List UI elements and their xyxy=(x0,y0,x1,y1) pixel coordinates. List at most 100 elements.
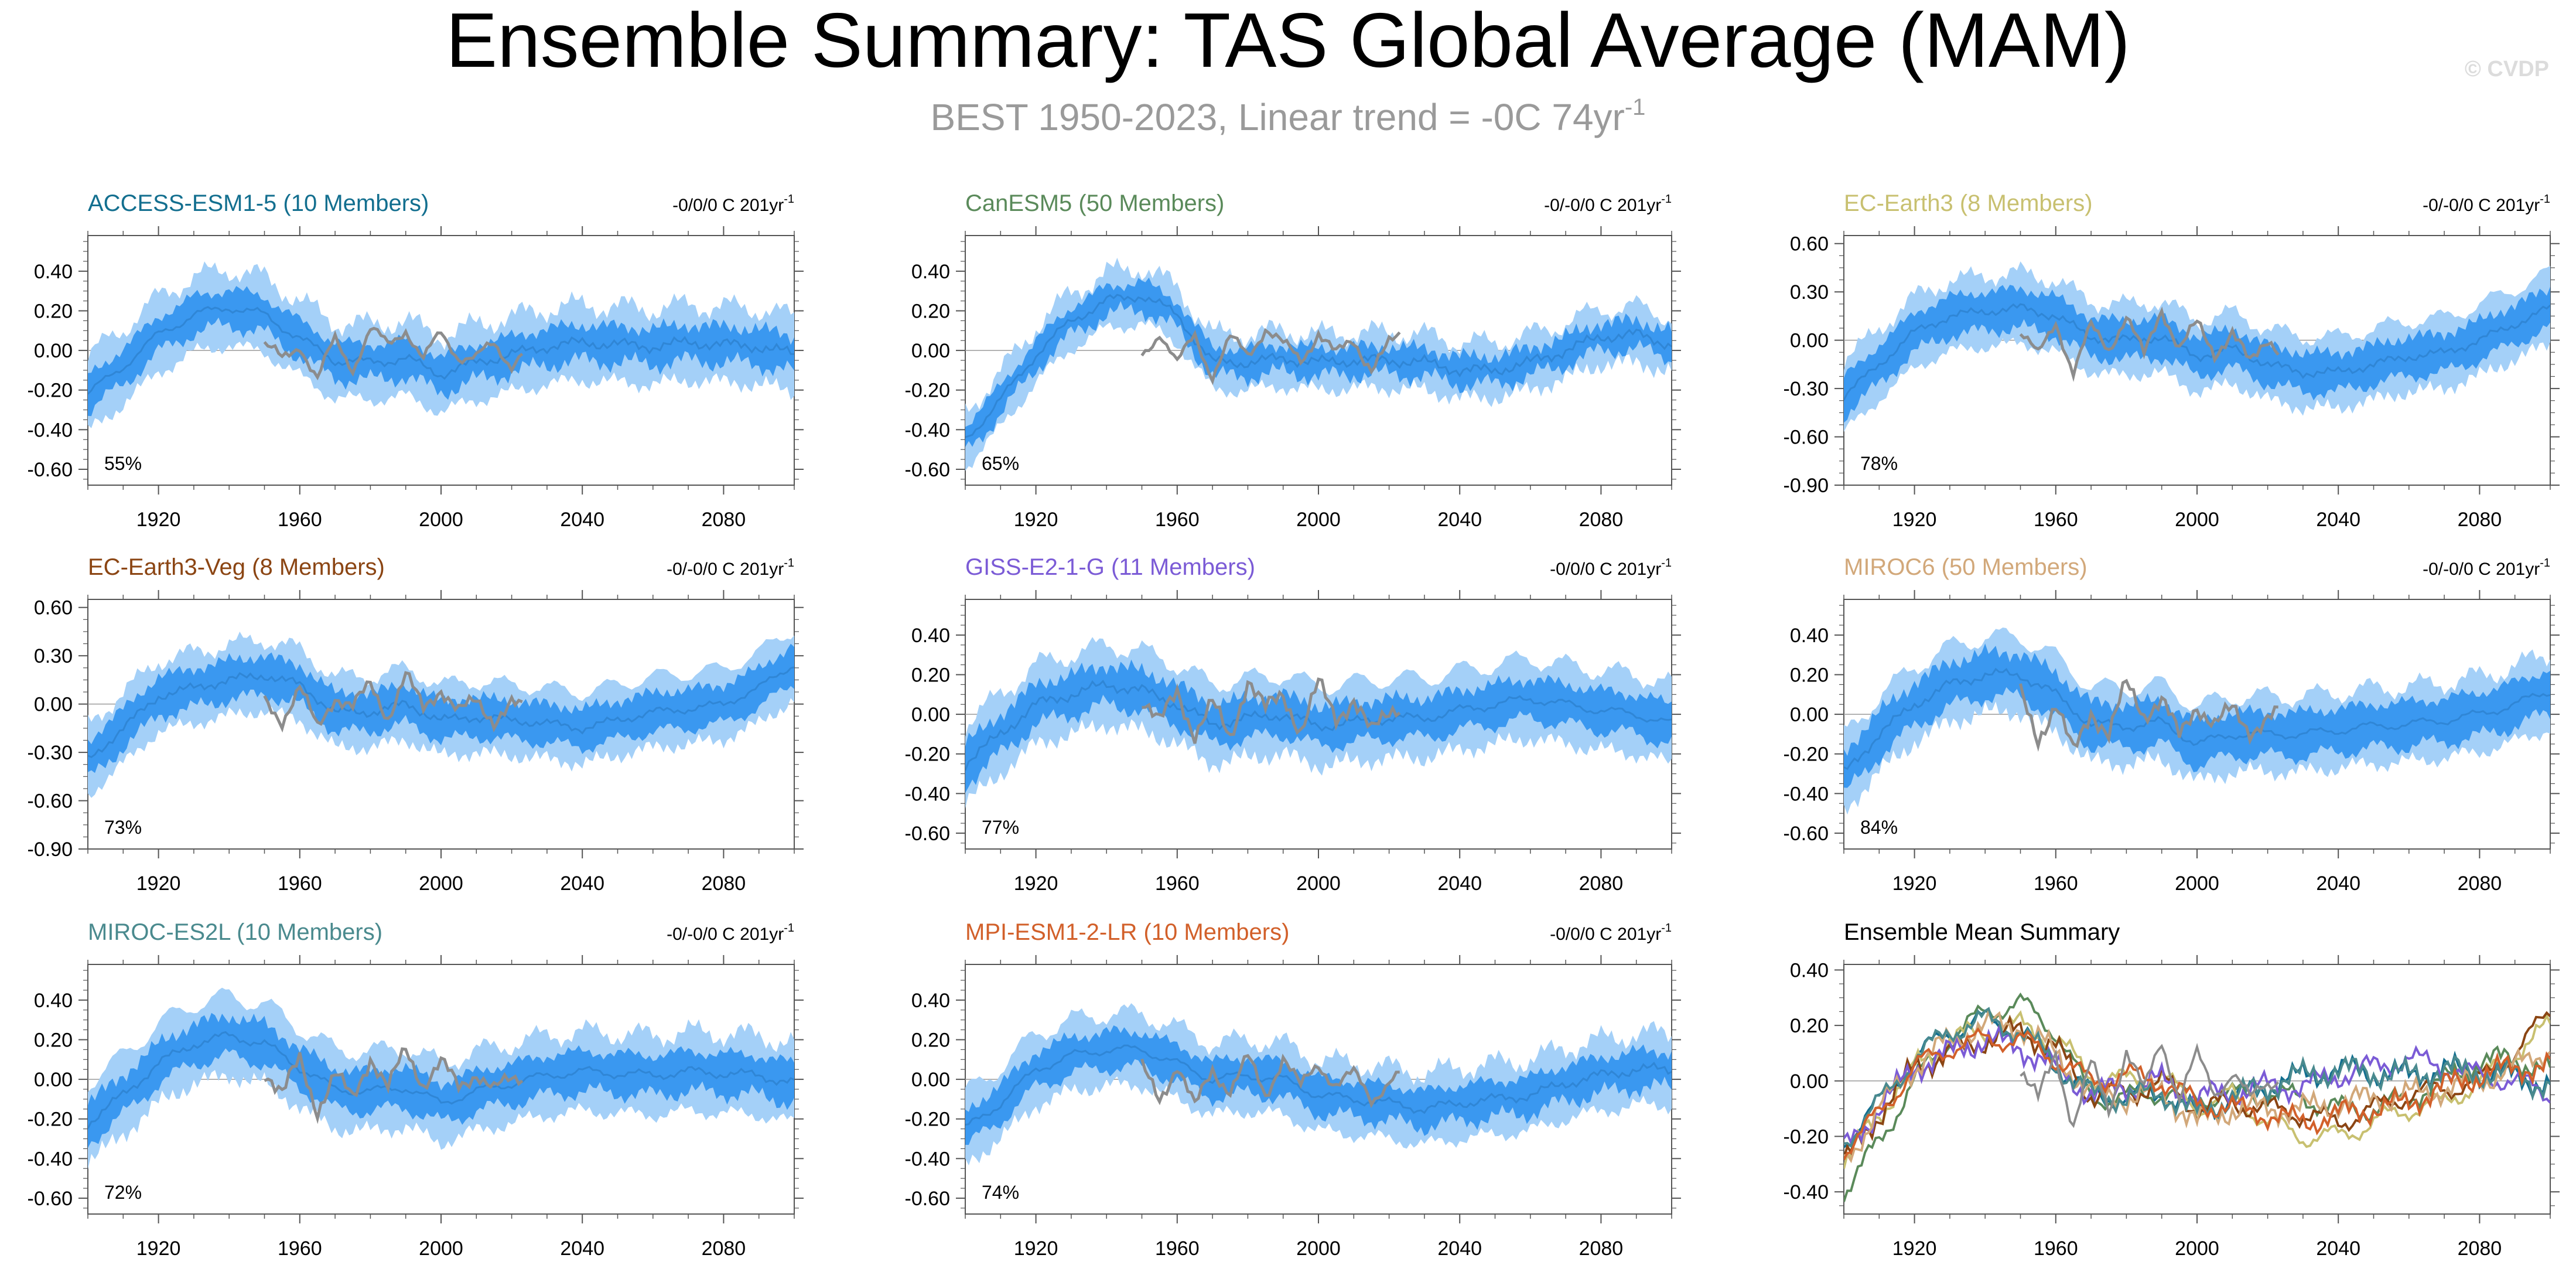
x-tick-label: 1960 xyxy=(2034,509,2078,531)
panel-ensemble-mean-summary: Ensemble Mean Summary 1920 1960 2000 2040 208… xyxy=(1784,919,2560,1260)
x-tick-label: 2080 xyxy=(1579,509,1624,531)
x-tick-label: 2040 xyxy=(560,1237,604,1260)
x-tick-label: 1920 xyxy=(1014,1237,1058,1260)
panel-trend-label: -0/0/0 C 201yr-1 xyxy=(672,193,794,215)
observations-line xyxy=(1140,1053,1400,1109)
ensemble-mean-line xyxy=(965,680,1672,771)
y-tick-label: 0.00 xyxy=(1790,1070,1829,1093)
percent-label: 55% xyxy=(104,453,142,474)
x-tick-label: 2040 xyxy=(2316,1237,2360,1260)
y-tick-label: 0.40 xyxy=(34,990,73,1012)
x-tick-label: 2040 xyxy=(1437,1237,1482,1260)
panel-miroc-es2l: MIROC-ES2L (10 Members) -0/-0/0 C 201yr-1… xyxy=(28,919,804,1260)
x-tick-label: 1920 xyxy=(136,872,181,895)
y-tick-label: 0.30 xyxy=(34,645,73,667)
inner-spread-band xyxy=(965,277,1672,447)
x-tick-label: 2040 xyxy=(560,872,604,895)
x-tick-label: 2080 xyxy=(1579,1237,1624,1260)
panel-title: ACCESS-ESM1-5 (10 Members) xyxy=(88,190,429,216)
panel-miroc6: MIROC6 (50 Members) -0/-0/0 C 201yr-1 1920… xyxy=(1784,554,2560,895)
plot-area xyxy=(1844,992,2550,1202)
ensemble-mean-line xyxy=(88,1031,794,1129)
percent-label: 84% xyxy=(1860,817,1898,838)
panel-trend-label: -0/-0/0 C 201yr-1 xyxy=(2423,193,2550,215)
y-tick-label: 0.40 xyxy=(34,261,73,283)
x-tick-label: 1920 xyxy=(1892,872,1937,895)
y-tick-label: -0.20 xyxy=(905,380,951,402)
y-tick-label: 0.20 xyxy=(911,1029,950,1051)
page-subtitle-sup: -1 xyxy=(1625,94,1646,120)
x-tick-label: 2080 xyxy=(702,1237,746,1260)
y-tick-label: 0.20 xyxy=(1790,1015,1829,1037)
plot-area xyxy=(965,637,1672,809)
x-tick-label: 1920 xyxy=(136,509,181,531)
panel-title: EC-Earth3-Veg (8 Members) xyxy=(88,554,385,580)
y-tick-label: 0.40 xyxy=(1790,625,1829,647)
plot-area xyxy=(88,987,794,1170)
y-tick-label: 0.40 xyxy=(911,625,950,647)
percent-label: 72% xyxy=(104,1182,142,1203)
x-tick-label: 1920 xyxy=(1014,509,1058,531)
y-tick-label: -0.30 xyxy=(1784,378,1829,400)
y-tick-label: -0.90 xyxy=(1784,475,1829,497)
y-tick-label: 0.60 xyxy=(34,597,73,619)
y-tick-label: 0.00 xyxy=(1790,704,1829,726)
y-tick-label: -0.20 xyxy=(1784,1126,1829,1148)
y-tick-label: -0.20 xyxy=(905,744,951,766)
y-tick-label: 0.20 xyxy=(34,300,73,322)
percent-label: 77% xyxy=(982,817,1019,838)
x-tick-label: 1960 xyxy=(1155,1237,1200,1260)
plot-area xyxy=(1844,261,2550,432)
y-tick-label: 0.00 xyxy=(911,704,950,726)
summary-line-miroc6 xyxy=(1844,1008,2550,1164)
panel-trend-label: -0/-0/0 C 201yr-1 xyxy=(2423,557,2550,579)
y-tick-label: 0.00 xyxy=(34,1069,73,1091)
y-tick-label: 0.20 xyxy=(911,300,950,322)
x-tick-label: 2040 xyxy=(1437,509,1482,531)
ensemble-mean-line xyxy=(1844,303,2550,401)
y-tick-label: 0.40 xyxy=(911,261,950,283)
y-tick-label: -0.20 xyxy=(28,1109,73,1131)
panel-title: MPI-ESM1-2-LR (10 Members) xyxy=(965,919,1289,945)
panel-title: EC-Earth3 (8 Members) xyxy=(1844,190,2093,216)
inner-spread-band xyxy=(88,286,794,417)
y-tick-label: -0.40 xyxy=(905,419,951,441)
inner-spread-band xyxy=(1844,285,2550,423)
percent-label: 74% xyxy=(982,1182,1019,1203)
y-tick-label: -0.20 xyxy=(28,380,73,402)
x-tick-label: 2000 xyxy=(419,872,463,895)
ensemble-mean-line xyxy=(88,306,794,395)
panel-ec-earth3-veg: EC-Earth3-Veg (8 Members) -0/-0/0 C 201yr… xyxy=(28,554,804,895)
percent-label: 73% xyxy=(104,817,142,838)
panel-trend-label: -0/-0/0 C 201yr-1 xyxy=(667,557,794,579)
x-tick-label: 2000 xyxy=(1296,872,1341,895)
x-tick-label: 1960 xyxy=(2034,1237,2078,1260)
y-tick-label: 0.20 xyxy=(911,664,950,686)
y-tick-label: -0.60 xyxy=(905,1188,951,1210)
page-subtitle: BEST 1950-2023, Linear trend = -0C 74yr-… xyxy=(931,94,1646,138)
panel-mpi-esm1-2-lr: MPI-ESM1-2-LR (10 Members) -0/0/0 C 201yr… xyxy=(905,919,1681,1260)
panel-trend-label: -0/0/0 C 201yr-1 xyxy=(1550,557,1672,579)
y-tick-label: -0.60 xyxy=(28,790,73,813)
y-tick-label: -0.40 xyxy=(28,419,73,441)
x-tick-label: 2080 xyxy=(2458,1237,2502,1260)
percent-label: 78% xyxy=(1860,453,1898,474)
panels-grid: ACCESS-ESM1-5 (10 Members) -0/0/0 C 201yr… xyxy=(28,190,2560,1260)
ensemble-mean-line xyxy=(965,294,1672,438)
y-tick-label: 0.20 xyxy=(34,1029,73,1051)
summary-line-best xyxy=(2020,1042,2280,1128)
observations-line xyxy=(263,671,523,733)
inner-spread-band xyxy=(88,643,794,773)
y-tick-label: -0.60 xyxy=(905,823,951,845)
x-tick-label: 2040 xyxy=(2316,509,2360,531)
observations-line xyxy=(264,1047,524,1124)
y-tick-label: -0.40 xyxy=(905,783,951,805)
y-tick-label: -0.60 xyxy=(905,459,951,481)
x-tick-label: 2080 xyxy=(1579,872,1624,895)
x-tick-label: 1960 xyxy=(278,509,322,531)
x-tick-label: 2000 xyxy=(2175,1237,2219,1260)
y-tick-label: -0.20 xyxy=(1784,744,1829,766)
y-tick-label: 0.00 xyxy=(1790,330,1829,352)
x-tick-label: 2040 xyxy=(2316,872,2360,895)
